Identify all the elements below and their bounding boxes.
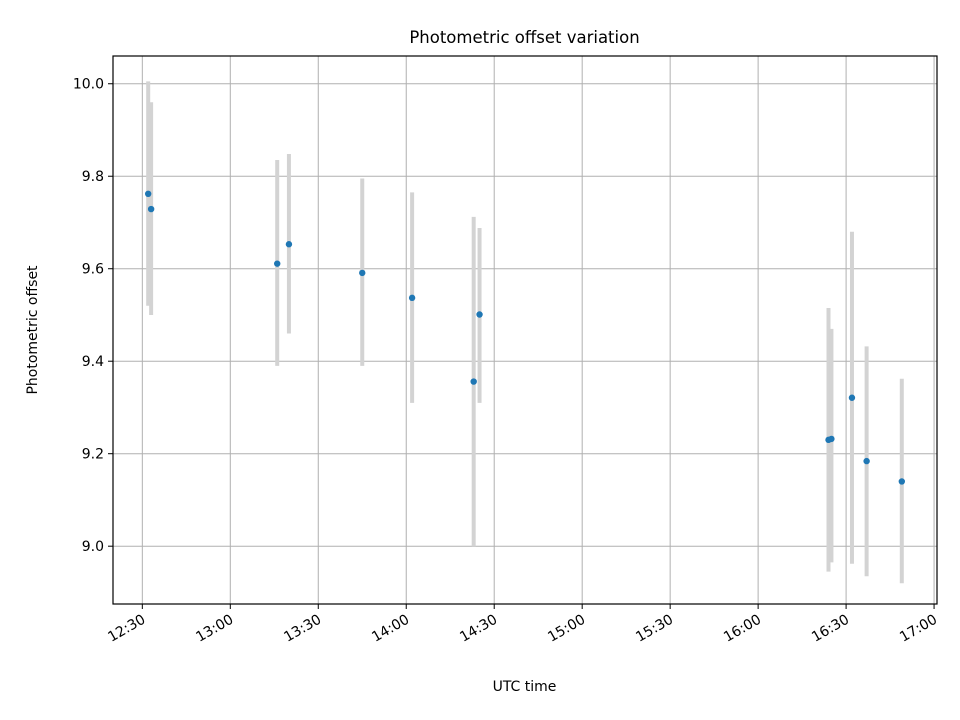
data-point xyxy=(274,260,281,267)
y-tick-label: 9.0 xyxy=(82,539,104,555)
data-point xyxy=(144,190,152,198)
y-axis-ticks: 9.0 9.2 9.4 9.6 9.8 10.0 xyxy=(73,77,113,555)
data-point xyxy=(147,205,155,213)
grid xyxy=(113,56,937,604)
x-axis-label: UTC time xyxy=(493,679,557,695)
data-point xyxy=(848,394,856,401)
data-point xyxy=(285,241,293,248)
y-tick-label: 9.8 xyxy=(82,169,104,185)
data-point xyxy=(898,478,906,485)
data-point xyxy=(359,269,366,277)
y-tick-label: 10.0 xyxy=(73,77,104,93)
data-point xyxy=(408,294,416,302)
y-tick-label: 9.4 xyxy=(82,354,104,370)
data-point xyxy=(863,457,870,465)
data-point xyxy=(470,378,477,385)
y-tick-label: 9.6 xyxy=(82,262,104,278)
data-points xyxy=(144,190,906,485)
chart-title: Photometric offset variation xyxy=(409,28,639,47)
data-point xyxy=(828,435,835,443)
y-axis-label: Photometric offset xyxy=(25,265,41,395)
plot-frame xyxy=(112,55,938,605)
y-tick-label: 9.2 xyxy=(82,447,104,463)
data-point xyxy=(476,311,483,318)
